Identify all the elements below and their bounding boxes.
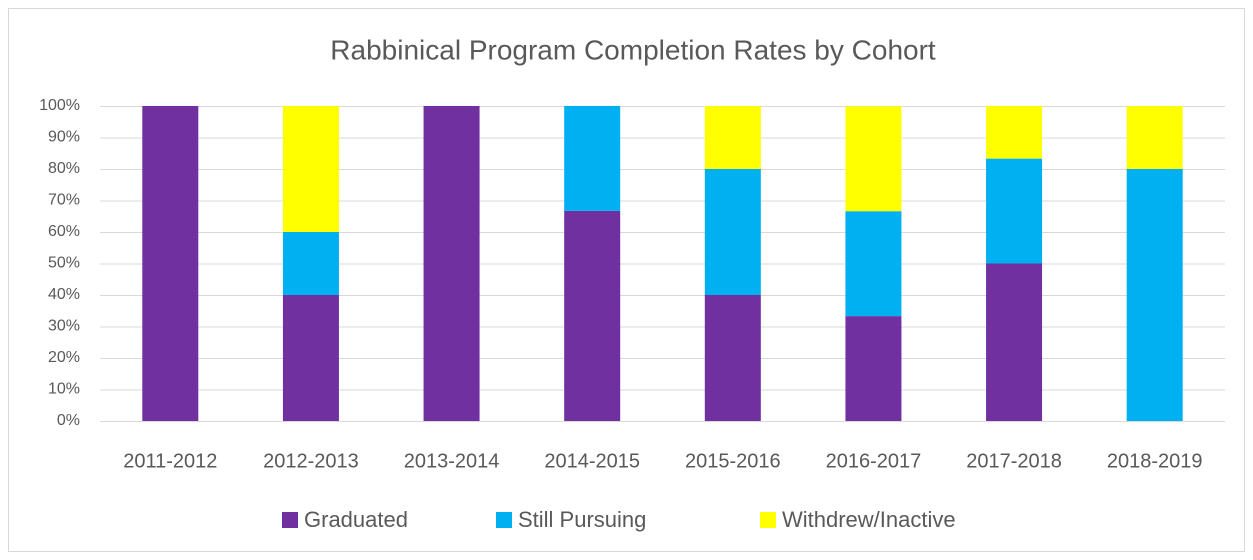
- bar-segment: [282, 106, 339, 232]
- bar-segment: [564, 106, 621, 211]
- y-tick-label: 70%: [48, 192, 80, 209]
- legend-label: Withdrew/Inactive: [782, 507, 956, 532]
- bar-segment: [1126, 106, 1183, 169]
- bar-segment: [282, 232, 339, 295]
- y-tick-label: 50%: [48, 255, 80, 272]
- bar-segment: [704, 106, 761, 169]
- y-tick-label: 60%: [48, 223, 80, 240]
- legend-label: Graduated: [304, 507, 408, 532]
- bar-segment: [845, 106, 902, 212]
- bar-segment: [1126, 169, 1183, 421]
- y-tick-label: 0%: [57, 412, 80, 429]
- y-tick-label: 90%: [48, 129, 80, 146]
- bar-segment: [986, 263, 1043, 421]
- x-tick-label: 2011-2012: [123, 450, 217, 472]
- legend-swatch: [282, 512, 298, 528]
- y-tick-label: 40%: [48, 286, 80, 303]
- x-tick-label: 2012-2013: [263, 450, 359, 472]
- legend-label: Still Pursuing: [518, 507, 646, 532]
- y-tick-label: 80%: [48, 160, 80, 177]
- bar-segment: [564, 210, 621, 421]
- x-tick-label: 2014-2015: [544, 450, 640, 472]
- bar-segment: [142, 106, 199, 421]
- bar-segment: [282, 295, 339, 421]
- y-tick-label: 20%: [48, 349, 80, 366]
- y-tick-label: 10%: [48, 381, 80, 398]
- bar-segment: [986, 158, 1043, 264]
- y-tick-label: 100%: [39, 97, 80, 114]
- x-tick-label: 2018-2019: [1107, 450, 1203, 472]
- bar-segment: [986, 106, 1043, 159]
- x-tick-label: 2016-2017: [826, 450, 922, 472]
- bar-segment: [704, 295, 761, 421]
- y-tick-label: 30%: [48, 318, 80, 335]
- bar-segment: [845, 211, 902, 317]
- x-tick-label: 2017-2018: [966, 450, 1062, 472]
- x-tick-label: 2013-2014: [404, 450, 500, 472]
- bar-segment: [704, 169, 761, 295]
- bar-segment: [845, 316, 902, 421]
- chart-title: Rabbinical Program Completion Rates by C…: [330, 34, 936, 65]
- legend-swatch: [760, 512, 776, 528]
- x-tick-label: 2015-2016: [685, 450, 781, 472]
- bar-segment: [423, 106, 480, 421]
- legend-swatch: [496, 512, 512, 528]
